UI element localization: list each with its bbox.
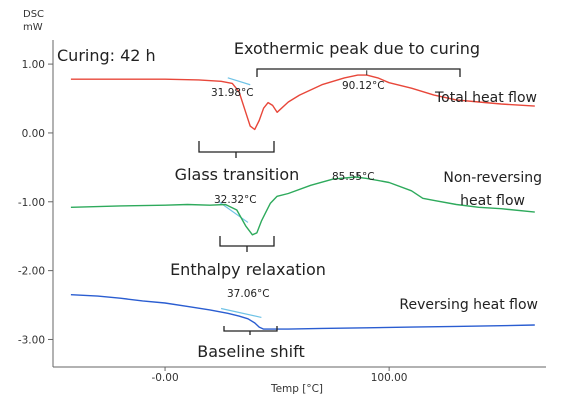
baseline-shift-label: Baseline shift (197, 342, 304, 361)
glass-transition-label: Glass transition (175, 165, 300, 184)
x-axis-label: Temp [°C] (270, 383, 323, 395)
enthalpy-relaxation-bracket (219, 236, 275, 252)
chart-title: Curing: 42 h (57, 46, 156, 65)
nonrev-label-line2: heat flow (460, 193, 525, 209)
baseline-shift-bracket (223, 326, 278, 335)
x-tick-label: 100.00 (371, 372, 408, 384)
y-unit-bottom: mW (23, 22, 43, 33)
nonrev-peak-value: 85.55°C (332, 171, 375, 183)
nonrev-tg-value: 32.32°C (214, 194, 257, 206)
total-peak-value: 90.12°C (342, 80, 385, 92)
rev-tg-value: 37.06°C (227, 288, 270, 300)
series-layer (70, 74, 535, 330)
y-tick-label: -1.00 (18, 197, 45, 209)
marker-layer (357, 70, 368, 177)
y-tick-label: 1.00 (22, 59, 45, 71)
series-line (70, 176, 535, 236)
ticks-layer: 1.00 0.00 -1.00 -2.00 -3.00 -0.00 100.00 (18, 59, 408, 384)
tangent-line (227, 77, 251, 86)
glass-transition-bracket (198, 141, 275, 158)
exothermic-label: Exothermic peak due to curing (234, 39, 480, 58)
total-heat-flow-label: Total heat flow (434, 90, 537, 106)
tangent-line (220, 307, 262, 319)
y-tick-label: 0.00 (22, 128, 45, 140)
y-unit-top: DSC (23, 9, 44, 20)
exothermic-bracket (256, 68, 461, 77)
total-tg-value: 31.98°C (211, 87, 254, 99)
y-tick-label: -3.00 (18, 334, 45, 346)
series-line (70, 294, 535, 330)
enthalpy-relaxation-label: Enthalpy relaxation (170, 260, 326, 279)
series-line (70, 74, 535, 131)
y-tick-label: -2.00 (18, 266, 45, 278)
nonrev-label-line1: Non-reversing (443, 170, 542, 186)
x-tick-label: -0.00 (151, 372, 178, 384)
reversing-heat-flow-label: Reversing heat flow (399, 297, 538, 313)
